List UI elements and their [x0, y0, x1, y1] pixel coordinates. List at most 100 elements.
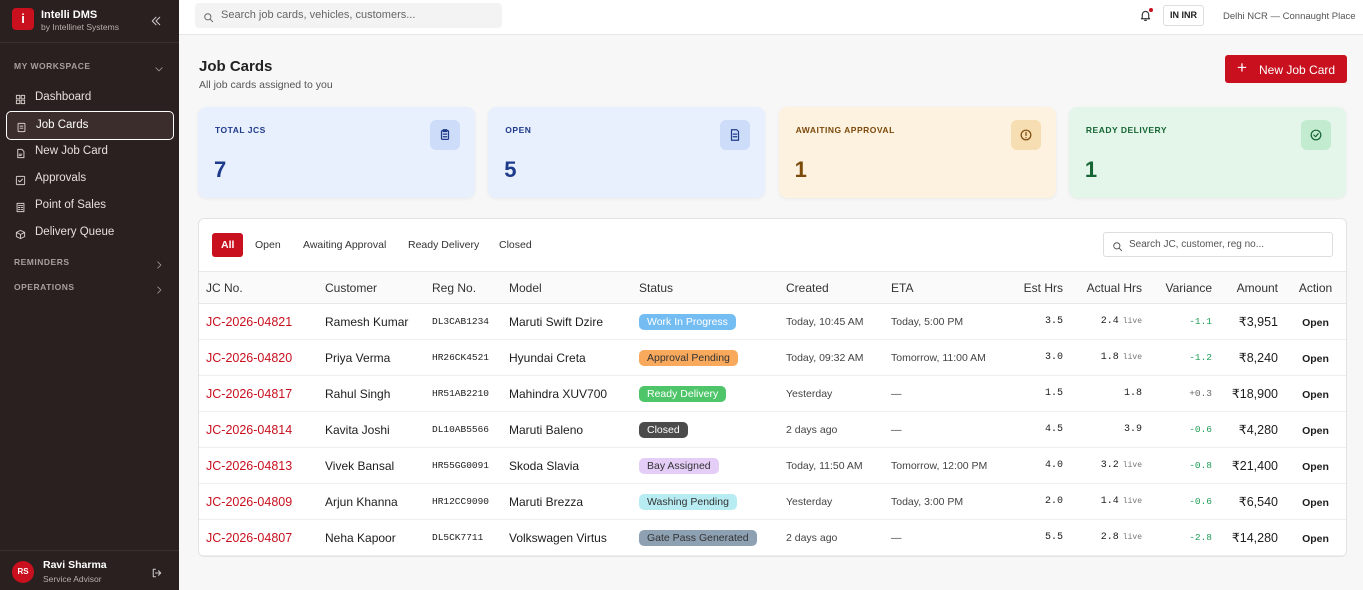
filter-tab[interactable]: Closed — [499, 239, 532, 251]
nav-item[interactable]: Dashboard — [6, 84, 174, 113]
jc-number[interactable]: JC-2026-04820 — [206, 350, 293, 365]
section-chevron — [154, 61, 164, 72]
filter-tab[interactable]: Awaiting Approval — [303, 239, 387, 251]
logout-button-glyph — [152, 568, 162, 578]
reg-number: DL10AB5566 — [425, 411, 502, 448]
open-action[interactable]: Open — [1302, 532, 1329, 545]
customer: Ramesh Kumar — [318, 303, 425, 340]
open-action[interactable]: Open — [1302, 316, 1329, 329]
jc-number[interactable]: JC-2026-04809 — [206, 494, 293, 509]
section-title[interactable]: OPERATIONS — [14, 282, 75, 292]
column-header: Customer — [318, 271, 425, 304]
nav-icon — [15, 200, 26, 213]
model: Maruti Baleno — [502, 411, 632, 448]
stat-label: READY DELIVERY — [1085, 125, 1168, 135]
job-card-row[interactable]: JC-2026-04821 Ramesh Kumar DL3CAB1234 Marut… — [199, 303, 1346, 340]
stat-card: AWAITING APPROVAL 1 — [778, 107, 1056, 198]
nav-label: Approvals — [35, 172, 87, 184]
cell: Open — [1285, 339, 1346, 376]
open-action[interactable]: Open — [1302, 424, 1329, 437]
cell: 2.8 live — [1070, 519, 1149, 556]
model: Hyundai Creta — [502, 339, 632, 376]
model: Volkswagen Virtus — [502, 519, 632, 556]
open-action[interactable]: Open — [1302, 352, 1329, 365]
logout-button[interactable] — [151, 566, 163, 578]
stat-icon-glyph — [1309, 128, 1323, 142]
nav-item[interactable]: Approvals — [6, 165, 174, 194]
cell: 3.9 — [1070, 411, 1149, 448]
jc-number[interactable]: JC-2026-04821 — [206, 314, 293, 329]
status-badge: Work In Progress — [639, 313, 736, 330]
column-header: ETA — [884, 271, 1000, 304]
eta: — — [884, 375, 1000, 412]
collapse-button[interactable] — [150, 14, 162, 26]
cell: Gate Pass Generated — [632, 519, 779, 556]
actual-hrs: 1.8 — [1100, 352, 1119, 363]
cell: Washing Pending — [632, 483, 779, 520]
eta: — — [884, 411, 1000, 448]
section-title[interactable]: REMINDERS — [14, 257, 70, 267]
global-search[interactable]: Search job cards, vehicles, customers... — [195, 3, 502, 28]
nav-item[interactable]: Point of Sales — [6, 192, 174, 221]
job-card-row[interactable]: JC-2026-04813 Vivek Bansal HR55GG0091 Skoda… — [199, 447, 1346, 484]
nav-item[interactable]: Job Cards — [6, 111, 174, 140]
section-title[interactable]: MY WORKSPACE — [14, 61, 91, 71]
job-card-row[interactable]: JC-2026-04817 Rahul Singh HR51AB2210 Mahind… — [199, 375, 1346, 412]
search-placeholder: Search JC, customer, reg no... — [1129, 239, 1265, 250]
nav-item[interactable]: Delivery Queue — [6, 219, 174, 248]
cell: Open — [1285, 303, 1346, 340]
cell: Closed — [632, 411, 779, 448]
actual-hrs: 1.8 — [1123, 388, 1142, 399]
notifications-button[interactable] — [1139, 9, 1152, 22]
model: Maruti Brezza — [502, 483, 632, 520]
status-badge: Closed — [639, 421, 688, 438]
divider — [0, 550, 179, 551]
plus-icon: + — [1237, 58, 1247, 77]
location[interactable]: Delhi NCR — Connaught Place — [1223, 11, 1356, 22]
jc-number[interactable]: JC-2026-04817 — [206, 386, 293, 401]
cell: JC-2026-04817 — [199, 375, 318, 412]
reg-number: HR26CK4521 — [425, 339, 502, 376]
notification-dot — [1149, 8, 1153, 12]
actual-hrs: 1.4 — [1100, 496, 1119, 507]
actual-hrs: 3.9 — [1123, 424, 1142, 435]
job-card-row[interactable]: JC-2026-04814 Kavita Joshi DL10AB5566 Marut… — [199, 411, 1346, 448]
currency-button[interactable]: IN INR — [1163, 5, 1204, 26]
live-tag: live — [1122, 461, 1142, 470]
nav-label: Point of Sales — [35, 199, 106, 211]
button-label: New Job Card — [1259, 63, 1336, 77]
job-card-row[interactable]: JC-2026-04807 Neha Kapoor DL5CK7711 Volkswa… — [199, 519, 1346, 556]
filter-tab[interactable]: Ready Delivery — [408, 239, 480, 251]
section-chevron — [154, 257, 164, 269]
nav-label: Delivery Queue — [35, 226, 115, 238]
column-header: Est Hrs — [1000, 271, 1070, 304]
jc-number[interactable]: JC-2026-04807 — [206, 530, 293, 545]
section-chevron-glyph — [157, 261, 162, 269]
status-badge: Approval Pending — [639, 349, 738, 366]
job-card-row[interactable]: JC-2026-04820 Priya Verma HR26CK4521 Hyunda… — [199, 339, 1346, 376]
filter-tab[interactable]: Open — [255, 239, 281, 251]
new-job-card-button[interactable]: + New Job Card — [1225, 55, 1347, 83]
filter-tab[interactable]: All — [212, 233, 244, 257]
open-action[interactable]: Open — [1302, 496, 1329, 509]
cell: 1.8 — [1070, 375, 1149, 412]
est-hrs: 5.5 — [1000, 519, 1070, 556]
table-search[interactable]: Search JC, customer, reg no... — [1103, 232, 1333, 257]
open-action[interactable]: Open — [1302, 388, 1329, 401]
job-card-row[interactable]: JC-2026-04809 Arjun Khanna HR12CC9090 Marut… — [199, 483, 1346, 520]
nav-item[interactable]: New Job Card — [6, 138, 174, 167]
open-action[interactable]: Open — [1302, 460, 1329, 473]
nav-icon-glyph — [15, 175, 26, 186]
created: Today, 11:50 AM — [779, 447, 884, 484]
jc-number[interactable]: JC-2026-04814 — [206, 422, 293, 437]
cell: Bay Assigned — [632, 447, 779, 484]
est-hrs: 1.5 — [1000, 375, 1070, 412]
header-row: JC No. Customer Reg No. Model Status Created E… — [199, 271, 1346, 304]
cell: JC-2026-04813 — [199, 447, 318, 484]
cell: Open — [1285, 447, 1346, 484]
stat-icon-glyph — [728, 128, 742, 142]
cell: Open — [1285, 483, 1346, 520]
jc-number[interactable]: JC-2026-04813 — [206, 458, 293, 473]
eta: Today, 5:00 PM — [884, 303, 1000, 340]
stat-icon-glyph-glyph — [1020, 129, 1032, 141]
